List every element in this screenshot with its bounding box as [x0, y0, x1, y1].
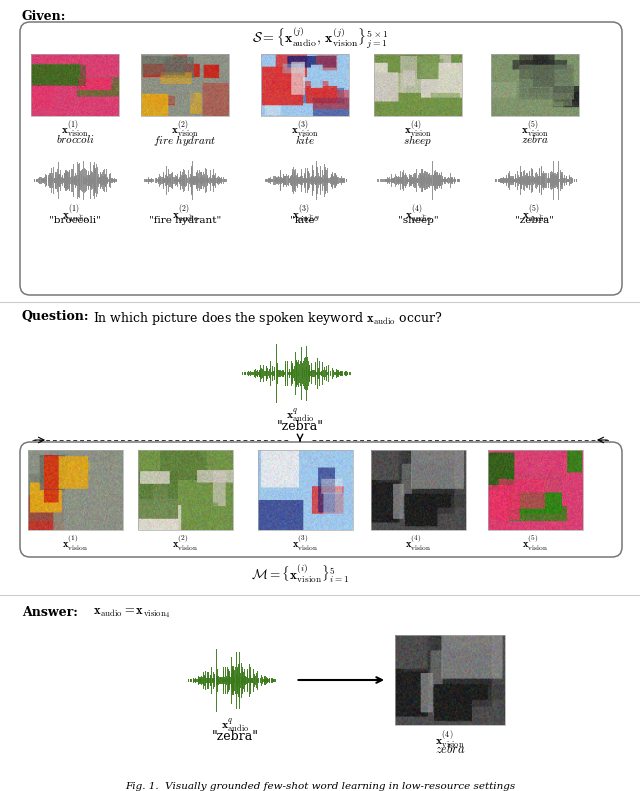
Bar [374, 54, 462, 116]
Text: $\mathbf{x}_{\mathrm{audio}} = \mathbf{x}_{\mathrm{vision}_4}$: $\mathbf{x}_{\mathrm{audio}} = \mathbf{x… [93, 606, 170, 619]
Bar [28, 450, 122, 530]
Text: $\mathbf{x}^{(1)}_{\mathrm{vision}}$: $\mathbf{x}^{(1)}_{\mathrm{vision}}$ [62, 533, 88, 553]
Text: $\mathbf{x}^{(4)}_{\mathrm{audio}}$: $\mathbf{x}^{(4)}_{\mathrm{audio}}$ [404, 203, 431, 225]
Text: "zebra": "zebra" [276, 420, 323, 433]
Text: "zebra": "zebra" [515, 216, 554, 225]
Text: "zebra": "zebra" [211, 730, 259, 743]
Bar [138, 450, 232, 530]
Text: $\mathbf{x}^{(4)}_{\mathrm{vision}}$: $\mathbf{x}^{(4)}_{\mathrm{vision}}$ [435, 729, 465, 751]
Text: "kite": "kite" [291, 216, 320, 225]
Text: Given:: Given: [22, 10, 67, 23]
Bar [491, 54, 579, 116]
Bar [261, 54, 349, 116]
Text: $\mathbf{x}^{(1)}_{\mathrm{vision}}$: $\mathbf{x}^{(1)}_{\mathrm{vision}}$ [61, 119, 89, 141]
Text: $\mathit{broccoli}$: $\mathit{broccoli}$ [56, 133, 94, 145]
Text: $\mathbf{x}^{(3)}_{\mathrm{vision}}$: $\mathbf{x}^{(3)}_{\mathrm{vision}}$ [292, 533, 318, 553]
Text: $\mathit{sheep}$: $\mathit{sheep}$ [403, 133, 433, 148]
Text: $\mathbf{x}^{(1)}_{\mathrm{audio}}$: $\mathbf{x}^{(1)}_{\mathrm{audio}}$ [61, 203, 88, 225]
Text: $\mathbf{x}^{(2)}_{\mathrm{vision}}$: $\mathbf{x}^{(2)}_{\mathrm{vision}}$ [171, 119, 199, 141]
Bar [257, 450, 353, 530]
Text: "sheep": "sheep" [397, 216, 438, 225]
Text: Fig. 1.  Visually grounded few-shot word learning in low-resource settings: Fig. 1. Visually grounded few-shot word … [125, 782, 515, 791]
Text: "fire hydrant": "fire hydrant" [149, 216, 221, 225]
Text: $\mathbf{x}^{q}_{\mathrm{audio}}$: $\mathbf{x}^{q}_{\mathrm{audio}}$ [286, 406, 314, 424]
Text: Question:: Question: [22, 310, 90, 323]
Text: In which picture does the spoken keyword $\mathbf{x}_{\mathrm{audio}}$ occur?: In which picture does the spoken keyword… [93, 310, 443, 327]
Text: $\mathbf{x}^{(5)}_{\mathrm{audio}}$: $\mathbf{x}^{(5)}_{\mathrm{audio}}$ [522, 203, 548, 225]
Text: $\mathit{kite}$: $\mathit{kite}$ [295, 133, 316, 146]
Bar [141, 54, 229, 116]
Text: $\mathcal{S} = \{\mathbf{x}^{(j)}_{\mathrm{audio}},\, \mathbf{x}^{(j)}_{\mathrm{: $\mathcal{S} = \{\mathbf{x}^{(j)}_{\math… [252, 26, 388, 51]
Text: $\mathbf{x}^{q}_{\mathrm{audio}}$: $\mathbf{x}^{q}_{\mathrm{audio}}$ [221, 716, 249, 734]
Text: $\mathbf{x}^{(2)}_{\mathrm{audio}}$: $\mathbf{x}^{(2)}_{\mathrm{audio}}$ [172, 203, 198, 225]
Text: $\mathcal{M} = \{\mathbf{x}^{(i)}_{\mathrm{vision}}\}^5_{i=1}$: $\mathcal{M} = \{\mathbf{x}^{(i)}_{\math… [251, 563, 349, 585]
Text: $\mathit{fire\ hydrant}$: $\mathit{fire\ hydrant}$ [153, 133, 217, 148]
Text: $\mathbf{x}^{(5)}_{\mathrm{vision}}$: $\mathbf{x}^{(5)}_{\mathrm{vision}}$ [521, 119, 549, 141]
Text: Answer:: Answer: [22, 606, 78, 619]
Bar [395, 635, 505, 725]
Bar [488, 450, 582, 530]
Text: $\mathit{zebra}$: $\mathit{zebra}$ [435, 743, 465, 756]
Text: $\mathbf{x}^{(3)}_{\mathrm{audio}}$: $\mathbf{x}^{(3)}_{\mathrm{audio}}$ [292, 203, 318, 225]
Bar [371, 450, 465, 530]
Bar [31, 54, 119, 116]
Text: $\mathbf{x}^{(5)}_{\mathrm{vision}}$: $\mathbf{x}^{(5)}_{\mathrm{vision}}$ [522, 533, 548, 553]
Text: $\mathbf{x}^{(2)}_{\mathrm{vision}}$: $\mathbf{x}^{(2)}_{\mathrm{vision}}$ [172, 533, 198, 553]
Text: $\mathbf{x}^{(4)}_{\mathrm{vision}}$: $\mathbf{x}^{(4)}_{\mathrm{vision}}$ [405, 533, 431, 553]
Text: "broccoli": "broccoli" [49, 216, 101, 225]
Text: $\mathit{zebra}$: $\mathit{zebra}$ [521, 133, 549, 145]
Text: $\mathbf{x}^{(3)}_{\mathrm{vision}}$: $\mathbf{x}^{(3)}_{\mathrm{vision}}$ [291, 119, 319, 141]
Text: $\mathbf{x}^{(4)}_{\mathrm{vision}}$: $\mathbf{x}^{(4)}_{\mathrm{vision}}$ [404, 119, 432, 141]
